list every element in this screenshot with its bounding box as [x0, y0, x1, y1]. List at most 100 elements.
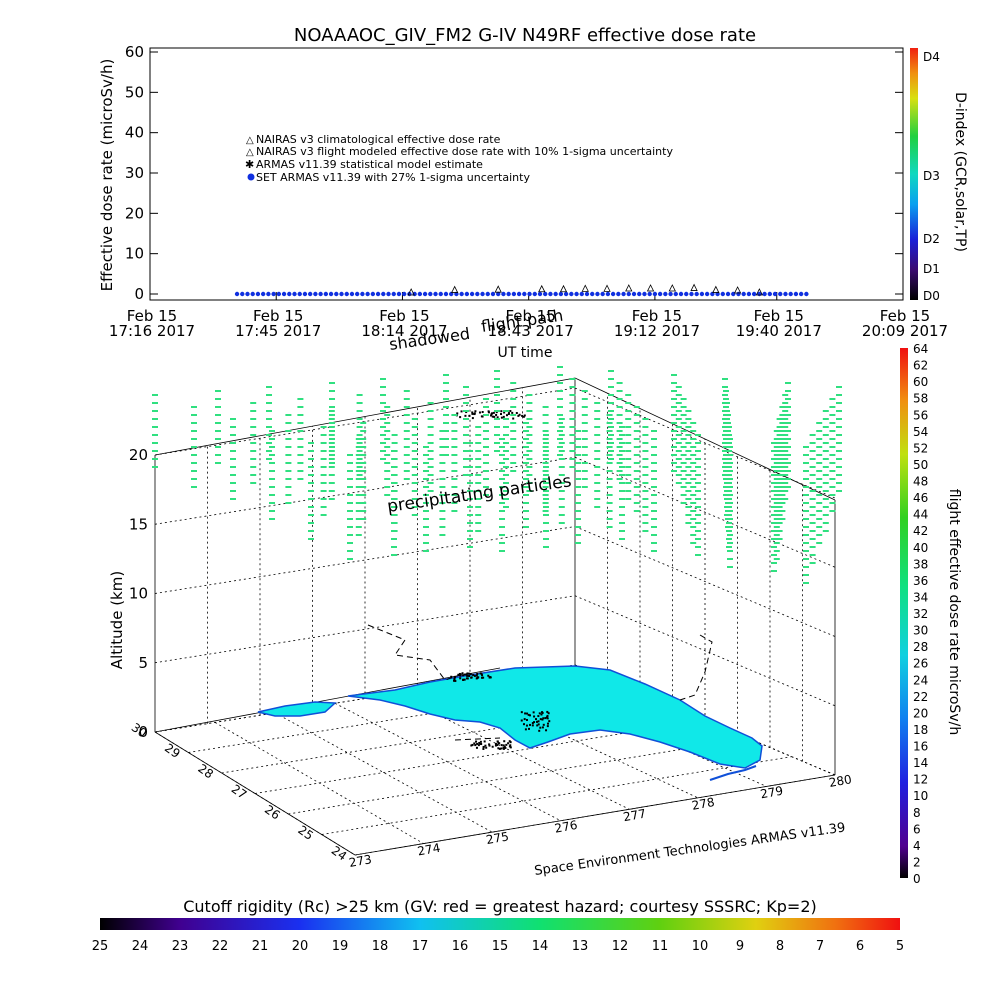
shadow-point — [495, 414, 497, 416]
set-armas-point — [653, 292, 657, 296]
nairas-flight-point — [691, 285, 697, 291]
shadow-point — [493, 416, 495, 418]
shadow-point — [489, 745, 491, 747]
dose-rate-colorbar-tick: 8 — [913, 806, 921, 820]
shadow-point — [512, 418, 514, 420]
dose-rate-colorbar-tick: 48 — [913, 475, 928, 489]
legend-marker-nairas-clim: △ — [246, 135, 254, 146]
set-armas-point — [627, 292, 631, 296]
shadow-point — [484, 740, 486, 742]
set-armas-point — [381, 292, 385, 296]
top-y-tick-label: 30 — [125, 164, 144, 182]
set-armas-point — [360, 292, 364, 296]
set-armas-point — [271, 292, 275, 296]
nairas-flight-point — [495, 286, 501, 292]
shadow-point — [516, 412, 518, 414]
set-armas-point — [632, 292, 636, 296]
legend-label-set-armas: SET ARMAS v11.39 with 27% 1-sigma uncert… — [256, 171, 530, 184]
dose-rate-colorbar-tick: 54 — [913, 425, 928, 439]
rigidity-colorbar-label: Cutoff rigidity (Rc) >25 km (GV: red = g… — [183, 897, 817, 916]
shadow-point — [521, 415, 523, 417]
nairas-flight-point — [669, 285, 675, 291]
legend-label-armas-stat: ARMAS v11.39 statistical model estimate — [256, 158, 483, 171]
set-armas-point — [277, 292, 281, 296]
set-armas-point — [475, 292, 479, 296]
top-x-tick-time: 20:09 2017 — [862, 322, 948, 340]
longitude-tick-label: 275 — [485, 829, 510, 847]
set-armas-point — [574, 292, 578, 296]
shadow-point — [526, 713, 528, 715]
shadow-point — [510, 746, 512, 748]
set-armas-point — [621, 292, 625, 296]
rigidity-colorbar-tick: 24 — [132, 939, 149, 954]
shadow-point — [503, 416, 505, 418]
set-armas-point — [308, 292, 312, 296]
set-armas-point — [642, 292, 646, 296]
shadow-point — [480, 741, 482, 743]
shadow-point — [489, 676, 491, 678]
rigidity-colorbar-tick: 20 — [292, 939, 309, 954]
rigidity-colorbar-tick: 7 — [816, 939, 824, 954]
top-y-tick-label: 60 — [125, 43, 144, 61]
set-armas-point — [674, 292, 678, 296]
shadow-point — [479, 412, 481, 414]
set-armas-point — [741, 292, 745, 296]
floor-grid-line — [215, 722, 424, 843]
dose-rate-colorbar-tick: 56 — [913, 408, 928, 422]
nairas-flight-point — [604, 285, 610, 291]
dose-rate-colorbar-tick: 62 — [913, 359, 928, 373]
dose-rate-colorbar-label: flight effective dose rate microSv/h — [946, 489, 962, 735]
rigidity-colorbar — [100, 918, 900, 930]
dindex-tick-d0: D0 — [923, 289, 940, 303]
grid-edge — [155, 732, 355, 855]
shadow-point — [461, 410, 463, 412]
shadow-point — [474, 412, 476, 414]
top-x-tick-time: 19:40 2017 — [736, 322, 822, 340]
rigidity-colorbar-tick: 21 — [252, 939, 269, 954]
florida-landmass — [258, 666, 762, 780]
shadow-point — [490, 413, 492, 415]
shadow-point — [488, 410, 490, 412]
shadow-point — [547, 723, 549, 725]
shadow-point — [474, 410, 476, 412]
shadow-point — [535, 718, 537, 720]
shadow-point — [537, 715, 539, 717]
shadow-point — [450, 676, 452, 678]
set-armas-point — [564, 292, 568, 296]
nairas-flight-point — [452, 287, 458, 293]
dose-rate-colorbar-tick: 50 — [913, 458, 928, 472]
top-x-tick-time: 17:16 2017 — [109, 322, 195, 340]
set-armas-point — [459, 292, 463, 296]
shadow-point — [471, 411, 473, 413]
shadow-point — [468, 675, 470, 677]
top-x-tick-time: 17:45 2017 — [235, 322, 321, 340]
shadow-point — [521, 719, 523, 721]
set-armas-point — [287, 292, 291, 296]
dindex-colorbar — [910, 48, 918, 300]
altitude-tick-label: 5 — [138, 654, 148, 672]
altitude-tick-label: 10 — [129, 585, 148, 603]
top-y-tick-label: 0 — [134, 285, 144, 303]
top-data-points — [235, 285, 809, 297]
dose-rate-colorbar-tick: 40 — [913, 541, 928, 555]
set-armas-point — [768, 292, 772, 296]
set-armas-point — [261, 292, 265, 296]
rigidity-colorbar-tick: 6 — [856, 939, 864, 954]
shadow-point — [517, 415, 519, 417]
set-armas-point — [512, 292, 516, 296]
longitude-tick-label: 276 — [554, 818, 579, 836]
set-armas-point — [465, 292, 469, 296]
shadow-point — [503, 747, 505, 749]
longitude-tick-label: 279 — [759, 784, 784, 802]
dindex-ticks: D4 D3 D2 D1 D0 — [923, 50, 940, 303]
3d-plot: 0510152030292827262524273274275276277278… — [129, 367, 853, 870]
top-y-tick-label: 20 — [125, 204, 144, 222]
flight-path-segment-east — [680, 635, 712, 700]
set-armas-point — [747, 292, 751, 296]
nairas-flight-point — [713, 287, 719, 293]
shadow-point — [536, 721, 538, 723]
land-peninsula — [348, 666, 762, 768]
dose-rate-colorbar-tick: 64 — [913, 342, 928, 356]
set-armas-point — [752, 292, 756, 296]
